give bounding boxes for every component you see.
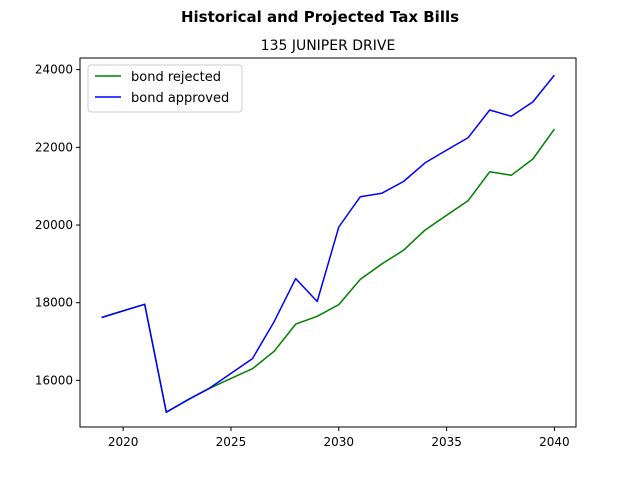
y-tick-label: 18000 xyxy=(35,296,73,310)
y-tick-label: 20000 xyxy=(35,218,73,232)
y-tick-label: 22000 xyxy=(35,140,73,154)
legend: bond rejected bond approved xyxy=(87,64,243,113)
chart-suptitle: Historical and Projected Tax Bills xyxy=(181,8,459,26)
legend-box xyxy=(87,64,243,113)
chart-title: 135 JUNIPER DRIVE xyxy=(261,38,396,54)
axes-frame xyxy=(79,57,577,428)
x-tick-label: 2030 xyxy=(324,435,355,449)
series-line-bond-approved xyxy=(101,74,555,413)
legend-label-bond-rejected: bond rejected xyxy=(131,70,221,85)
y-tick-label: 16000 xyxy=(35,373,73,387)
legend-label-bond-approved: bond approved xyxy=(131,91,229,106)
x-tick-label: 2025 xyxy=(216,435,247,449)
x-tick-label: 2040 xyxy=(539,435,570,449)
y-tick-label: 24000 xyxy=(35,63,73,77)
series-line-bond-rejected xyxy=(101,128,556,413)
x-axis-ticks: 2020 2025 2030 2035 2040 xyxy=(108,427,570,449)
plot-lines xyxy=(101,74,556,413)
x-tick-label: 2020 xyxy=(108,435,139,449)
x-tick-label: 2035 xyxy=(431,435,462,449)
y-axis-ticks: 16000 18000 20000 22000 24000 xyxy=(35,63,80,387)
